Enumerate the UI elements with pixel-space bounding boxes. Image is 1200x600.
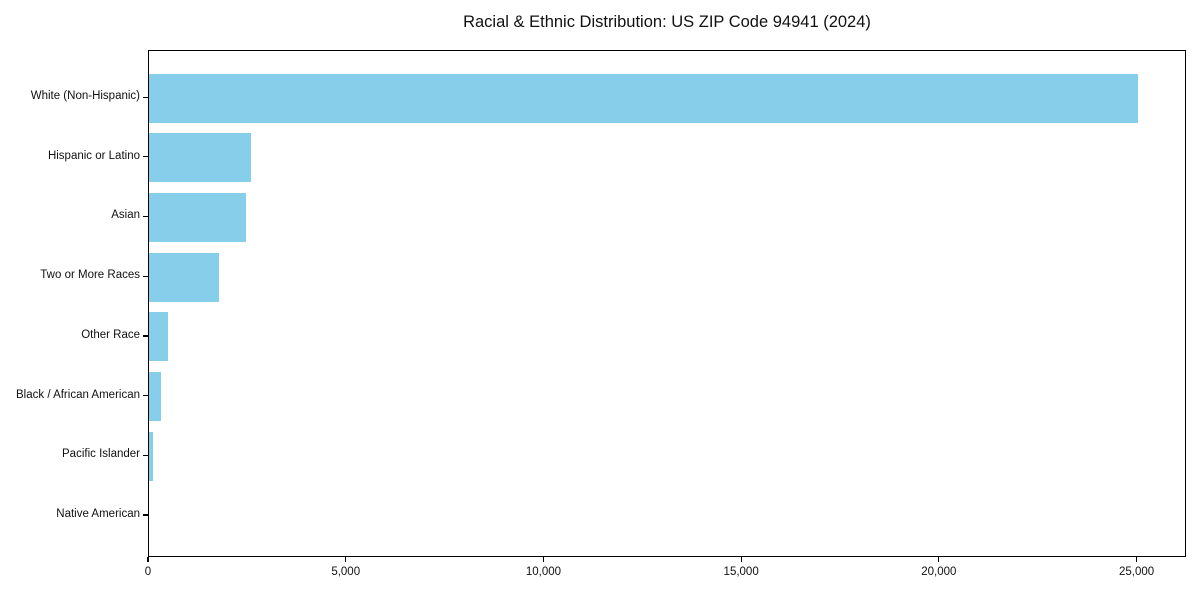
- y-axis-tick: [143, 335, 148, 337]
- bar-black-african-american: [149, 372, 162, 422]
- y-axis-tick: [143, 275, 148, 277]
- chart-title: Racial & Ethnic Distribution: US ZIP Cod…: [463, 13, 871, 31]
- x-axis-tick: [740, 557, 742, 562]
- y-axis-label: Other Race: [81, 328, 140, 341]
- x-axis-tick-label: 20,000: [921, 566, 957, 578]
- bar-pacific-islander: [149, 431, 154, 481]
- y-axis-label: White (Non-Hispanic): [30, 90, 140, 102]
- bar-hispanic-or-latino: [149, 133, 252, 183]
- x-axis-tick: [542, 557, 545, 562]
- x-axis-tick: [1135, 557, 1138, 562]
- x-axis-tick-label: 10,000: [525, 566, 562, 578]
- y-axis-label: Asian: [111, 209, 140, 222]
- bar-other-race: [149, 312, 169, 362]
- x-axis-tick-label: 15,000: [723, 566, 759, 578]
- bar-asian: [149, 192, 246, 242]
- x-axis-tick: [345, 557, 347, 562]
- y-axis-tick: [143, 96, 148, 98]
- y-axis-tick: [143, 156, 148, 158]
- x-axis-tick: [938, 557, 940, 562]
- y-axis-tick: [143, 454, 148, 456]
- y-axis-tick: [143, 514, 148, 516]
- plot-area: [148, 50, 1186, 557]
- y-axis-label: Hispanic or Latino: [47, 149, 140, 162]
- y-axis-label: Black / African American: [16, 388, 140, 401]
- x-axis-tick-label: 25,000: [1118, 566, 1155, 578]
- y-axis-tick: [143, 395, 148, 397]
- y-axis-label: Native American: [56, 507, 140, 520]
- x-axis-tick-label: 5,000: [331, 566, 361, 578]
- y-axis-label: Two or More Races: [40, 269, 140, 282]
- x-axis-tick: [147, 557, 149, 562]
- bar-white-non-hispanic: [149, 73, 1138, 123]
- y-axis-tick: [143, 215, 148, 218]
- y-axis-label: Pacific Islander: [62, 448, 140, 461]
- bar-two-or-more-races: [149, 252, 219, 302]
- x-axis-tick-label: 0: [144, 566, 152, 578]
